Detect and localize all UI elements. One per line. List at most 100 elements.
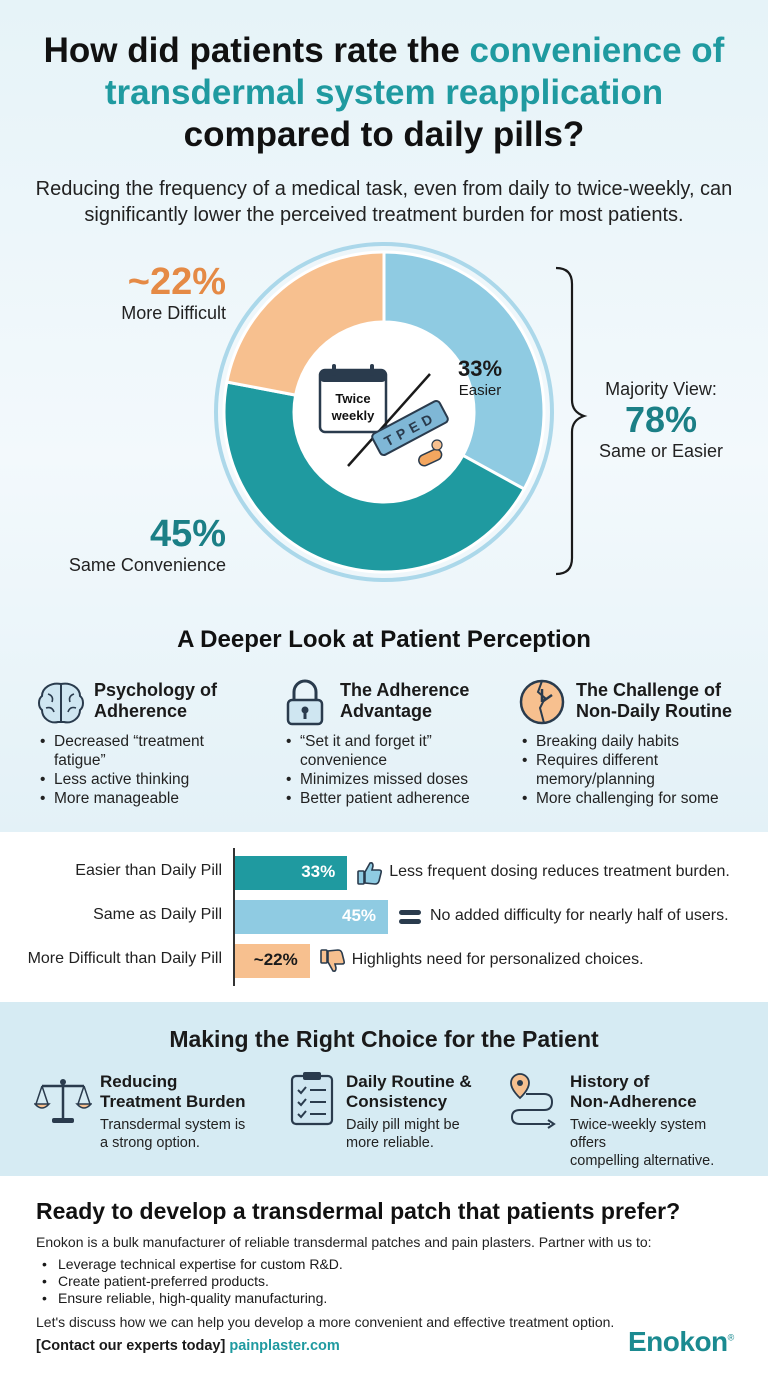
desc-line-1: Daily pill might be (346, 1117, 460, 1133)
desc-line-2: compelling alternative. (570, 1153, 715, 1169)
bar-note: Less frequent dosing reduces treatment b… (389, 863, 730, 880)
title-highlight: convenience of transdermal system reappl… (104, 31, 725, 112)
subtitle: Reducing the frequency of a medical task… (35, 178, 733, 226)
list-item: More challenging for some (522, 789, 719, 808)
cta-intro: Enokon is a bulk manufacturer of reliabl… (36, 1234, 652, 1250)
difficult-label: ~22% More Difficult (60, 262, 226, 324)
bar-row-difficult: More Difficult than Daily Pill ~22% High… (0, 944, 768, 978)
logo-mark: ® (727, 1332, 735, 1343)
head-line-1: Psychology of (94, 680, 218, 700)
perception-col-head: The Adherence Advantage (340, 680, 469, 722)
bar-note: No added difficulty for nearly half of u… (430, 907, 729, 924)
cta-closing: Let's discuss how we can help you develo… (36, 1314, 615, 1330)
choice-title: Making the Right Choice for the Patient (169, 1026, 599, 1052)
donut-chart-area: Twice weekly TPED (0, 240, 768, 620)
divider-line (347, 373, 431, 467)
thumbs-up-icon (357, 862, 383, 885)
bar-row-easier: Easier than Daily Pill 33% Less frequent… (0, 856, 768, 890)
bar-note: Highlights need for personalized choices… (351, 951, 644, 968)
choice-desc: Transdermal system is a strong option. (100, 1116, 245, 1152)
choice-desc: Daily pill might be more reliable. (346, 1116, 460, 1152)
list-item: Requires different memory/planning (522, 751, 702, 789)
desc-line-1: Transdermal system is (100, 1117, 246, 1133)
head-line-2: Adherence (94, 701, 188, 721)
bar-difficult (235, 944, 310, 978)
majority-label: Majority View: (605, 379, 717, 399)
logo-text: Enokon (628, 1326, 728, 1357)
easier-label: 33% Easier (440, 356, 520, 399)
difficult-name: More Difficult (121, 303, 226, 323)
title-part-1: How did patients rate the (43, 31, 470, 70)
head-line-1: Reducing (100, 1072, 178, 1091)
same-label: 45% Same Convenience (40, 514, 226, 576)
thumbs-down-icon (319, 949, 345, 972)
list-item: “Set it and forget it” convenience (286, 732, 466, 770)
perception-col-head: Psychology of Adherence (94, 680, 217, 722)
route-icon (510, 1073, 556, 1129)
head-line-1: Daily Routine & (346, 1072, 472, 1091)
brain-icon (38, 682, 84, 724)
head-line-2: Non-Daily Routine (576, 701, 732, 721)
scales-icon (34, 1079, 92, 1123)
head-line-2: Non-Adherence (570, 1092, 697, 1111)
calendar-text-2: weekly (331, 408, 375, 423)
list-item: Less active thinking (40, 770, 220, 789)
bar-same (235, 900, 388, 934)
easier-value: 33% (457, 356, 503, 381)
bar-value-label: 33% (301, 862, 336, 881)
bullet-list: “Set it and forget it” convenience Minim… (286, 732, 470, 808)
head-line-2: Advantage (340, 701, 433, 721)
bar-value-label: 45% (342, 906, 377, 925)
choice-desc: Twice-weekly system offers compelling al… (570, 1116, 744, 1170)
list-item: Leverage technical expertise for custom … (40, 1256, 343, 1273)
list-item: Decreased “treatment fatigue” (40, 732, 220, 770)
same-value: 45% (149, 513, 226, 555)
difficult-value: ~22% (127, 261, 226, 303)
list-item: Ensure reliable, high-quality manufactur… (40, 1290, 343, 1307)
perception-col-head: The Challenge of Non-Daily Routine (576, 680, 732, 722)
majority-bracket (555, 266, 588, 576)
contact-link[interactable]: [Contact our experts today] (36, 1338, 226, 1354)
website-link[interactable]: painplaster.com (229, 1338, 340, 1354)
desc-line-2: a strong option. (100, 1135, 200, 1151)
majority-desc: Same or Easier (598, 441, 724, 461)
choice-head: Reducing Treatment Burden (100, 1072, 245, 1112)
cta-title: Ready to develop a transdermal patch tha… (36, 1198, 681, 1224)
checklist-icon (290, 1072, 334, 1126)
bullet-list: Breaking daily habits Requires different… (522, 732, 719, 808)
bar-easier (235, 856, 348, 890)
bar-category: Same as Daily Pill (93, 906, 222, 923)
desc-line-2: more reliable. (346, 1135, 434, 1151)
list-item: More manageable (40, 789, 220, 808)
head-line-1: History of (570, 1072, 650, 1091)
broken-clock-icon (519, 679, 565, 725)
lock-icon (286, 679, 324, 726)
calendar-text-1: Twice (335, 391, 370, 406)
list-item: Create patient-preferred products. (40, 1273, 343, 1290)
equals-icon (399, 910, 421, 924)
majority-view: Majority View: 78% Same or Easier (586, 378, 736, 462)
same-name: Same Convenience (68, 555, 226, 575)
bar-value-label: ~22% (253, 950, 298, 969)
perception-title: A Deeper Look at Patient Perception (177, 626, 591, 653)
bar-category: Easier than Daily Pill (75, 862, 222, 879)
title-part-2: compared to daily pills? (183, 115, 585, 154)
choice-head: Daily Routine & Consistency (346, 1072, 472, 1112)
head-line-2: Consistency (346, 1092, 448, 1111)
bar-axis (233, 848, 235, 986)
choice-section: Making the Right Choice for the Patient … (0, 1002, 768, 1176)
donut-chart: Twice weekly TPED (214, 242, 588, 582)
cta-contact: [Contact our experts today] painplaster.… (36, 1338, 340, 1354)
head-line-2: Treatment Burden (100, 1092, 246, 1111)
list-item: Better patient adherence (286, 789, 470, 808)
majority-value: 78% (624, 399, 698, 440)
bullet-list: Decreased “treatment fatigue” Less activ… (40, 732, 220, 808)
desc-line-1: Twice-weekly system offers (570, 1117, 707, 1151)
page-title: How did patients rate the convenience of… (20, 30, 748, 156)
cta-section: Ready to develop a transdermal patch tha… (0, 1176, 768, 1376)
enokon-logo: Enokon® (628, 1326, 734, 1358)
bar-row-same: Same as Daily Pill 45% No added difficul… (0, 900, 768, 934)
calendar-icon: Twice weekly (318, 364, 388, 434)
head-line-1: The Challenge of (576, 680, 722, 700)
choice-head: History of Non-Adherence (570, 1072, 697, 1112)
